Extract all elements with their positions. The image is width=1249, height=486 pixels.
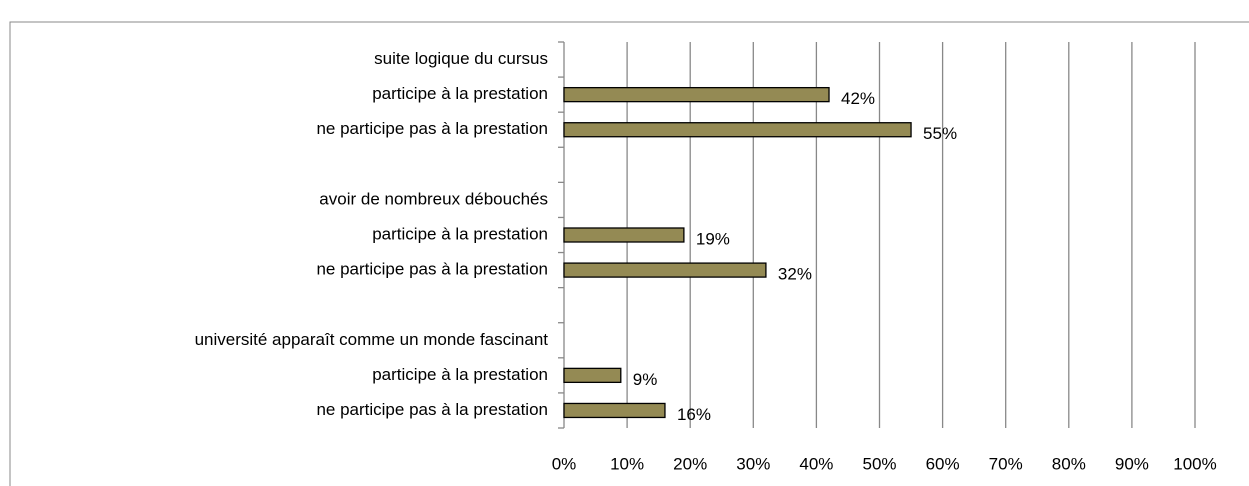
data-label: 55% xyxy=(923,124,957,143)
bar xyxy=(563,227,685,243)
data-label: 9% xyxy=(633,370,658,389)
bar xyxy=(563,402,666,419)
bar xyxy=(563,367,622,384)
x-tick-label: 80% xyxy=(1052,454,1086,473)
y-tick-label: ne participe pas à la prestation xyxy=(316,119,548,138)
y-tick-label: participe à la prestation xyxy=(372,224,548,243)
x-tick-label: 90% xyxy=(1115,454,1149,473)
x-tick-label: 60% xyxy=(926,454,960,473)
x-tick-label: 0% xyxy=(552,454,577,473)
x-tick-label: 50% xyxy=(862,454,896,473)
x-tick-label: 10% xyxy=(610,454,644,473)
y-tick-label: suite logique du cursus xyxy=(374,49,548,68)
bar xyxy=(563,262,767,278)
data-label: 16% xyxy=(677,405,711,424)
data-label: 32% xyxy=(778,265,812,284)
bar xyxy=(563,86,830,103)
y-tick-label: ne participe pas à la prestation xyxy=(316,400,548,419)
x-tick-label: 100% xyxy=(1173,454,1216,473)
x-tick-label: 20% xyxy=(673,454,707,473)
y-tick-label: participe à la prestation xyxy=(372,365,548,384)
y-tick-label: avoir de nombreux débouchés xyxy=(319,189,548,208)
bar xyxy=(563,122,912,138)
y-tick-label: ne participe pas à la prestation xyxy=(316,260,548,279)
x-tick-label: 40% xyxy=(799,454,833,473)
y-tick-label: participe à la prestation xyxy=(372,84,548,103)
x-tick-label: 30% xyxy=(736,454,770,473)
data-label: 19% xyxy=(696,229,730,248)
x-tick-label: 70% xyxy=(989,454,1023,473)
data-label: 42% xyxy=(841,89,875,108)
chart-frame xyxy=(9,21,1249,486)
y-tick-label: université apparaît comme un monde fasci… xyxy=(195,330,549,349)
